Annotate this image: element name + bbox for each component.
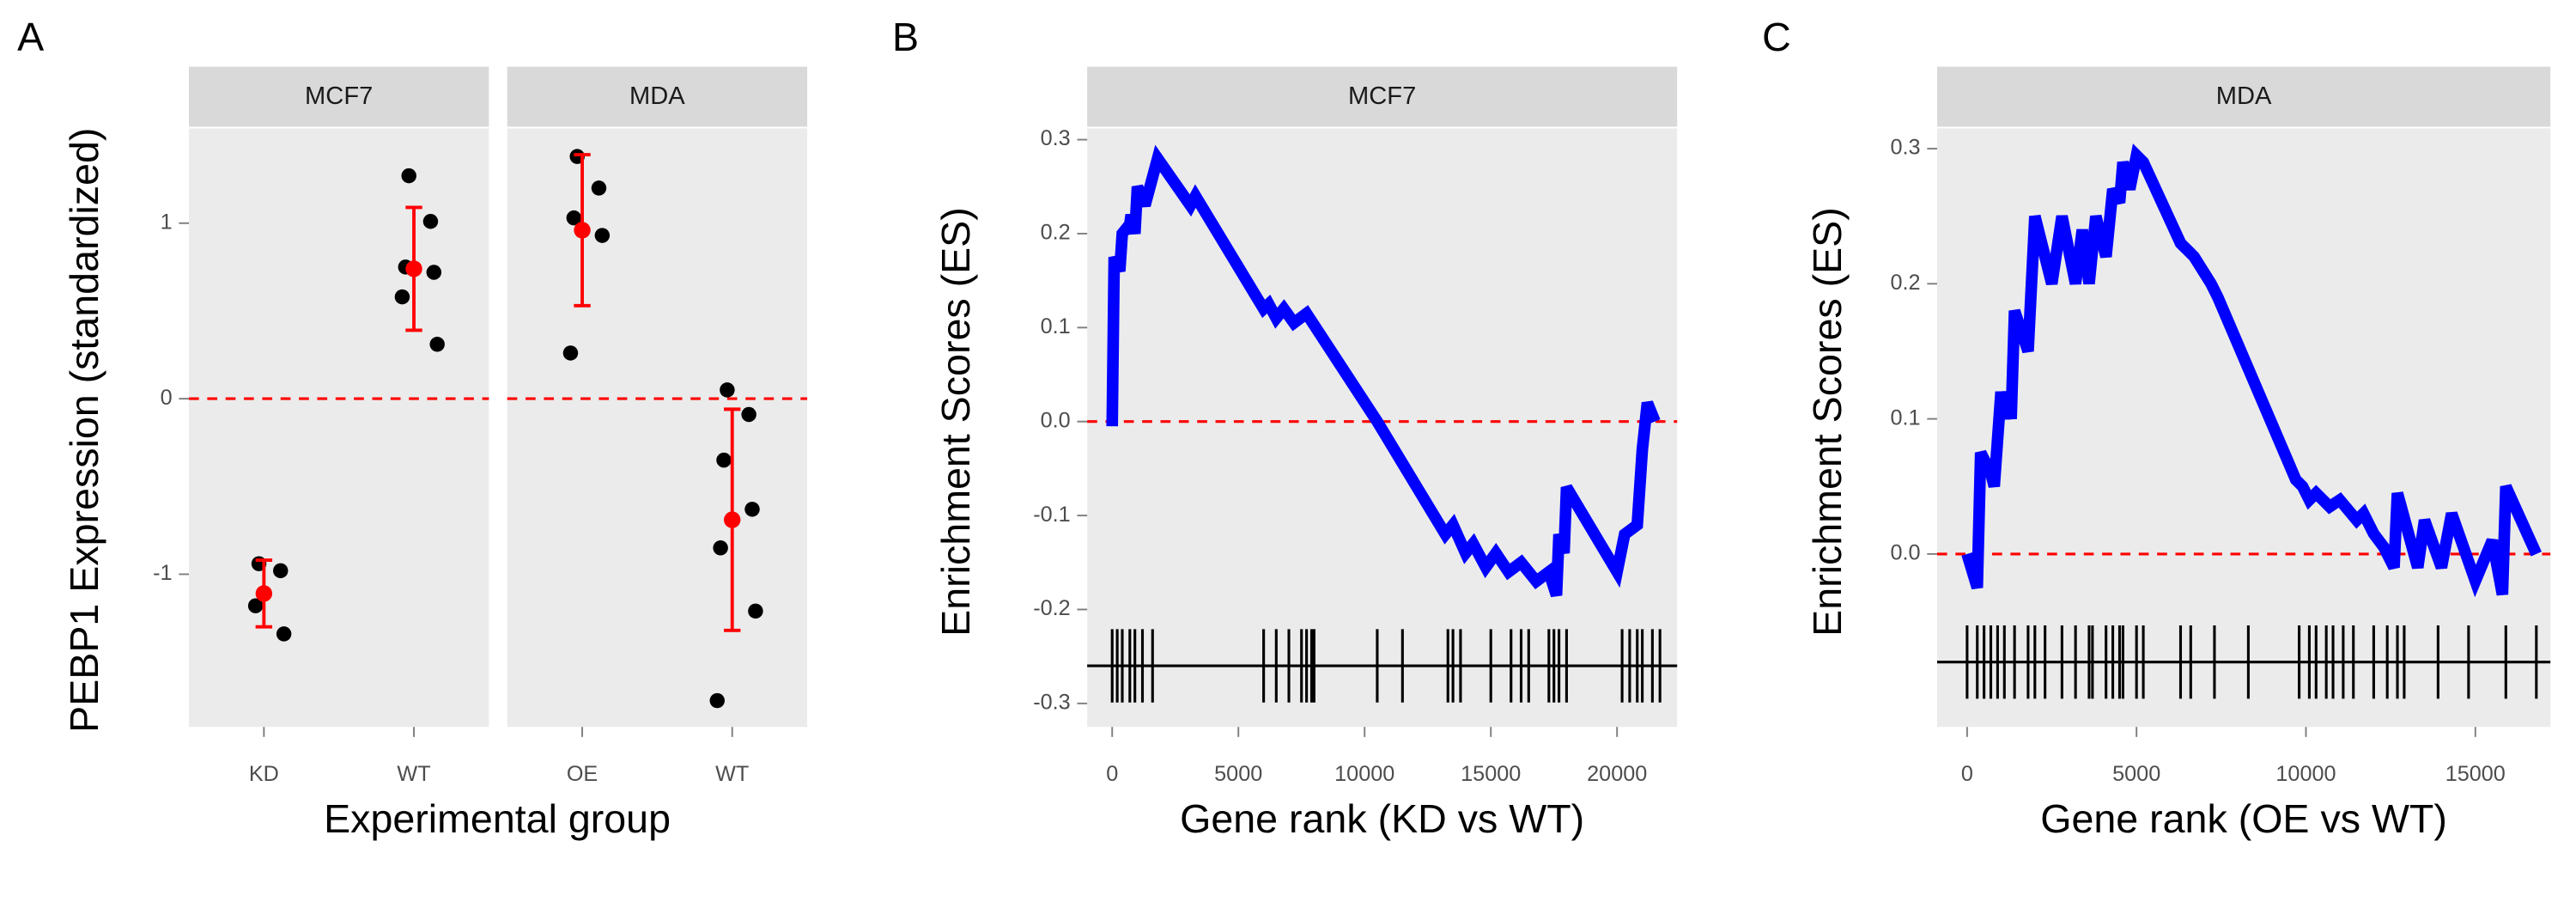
y-tick-label: 1 [161, 210, 173, 234]
x-tick-label: 15000 [1461, 762, 1521, 786]
data-point [748, 603, 763, 619]
data-point [276, 626, 292, 642]
enrichment-line [1961, 143, 2543, 598]
data-point [720, 382, 735, 398]
y-tick-label: 0.3 [1041, 126, 1071, 150]
mean-point [255, 585, 273, 602]
data-point [429, 337, 445, 352]
data-point [591, 180, 607, 196]
strip-title: MDA [629, 82, 685, 110]
x-tick-label: KD [249, 762, 279, 786]
mean-point [724, 511, 741, 528]
mean-point [405, 260, 422, 277]
y-tick-label: 0.1 [1890, 405, 1920, 430]
x-axis-title: Gene rank (OE vs WT) [2040, 796, 2447, 841]
y-tick-label: 0.1 [1041, 314, 1071, 338]
y-axis-title: PEBP1 Expression (standardized) [62, 128, 106, 733]
y-tick-label: -1 [153, 561, 172, 585]
strip-background [1087, 66, 1678, 127]
x-tick-label: 5000 [2112, 762, 2160, 786]
strip-title: MCF7 [1348, 82, 1416, 110]
data-point [713, 540, 728, 556]
data-point [566, 210, 582, 226]
y-axis-title: Enrichment Scores (ES) [1805, 207, 1850, 637]
x-tick-label: WT [397, 762, 430, 786]
panel-letter: B [892, 15, 919, 59]
enrichment-line [1106, 144, 1661, 598]
mean-point [574, 222, 591, 239]
panel-letter: C [1762, 15, 1791, 59]
data-point [273, 563, 289, 579]
panel-background [507, 128, 808, 728]
strip-background [189, 66, 489, 127]
strip-title: MDA [2216, 82, 2272, 110]
panel-background [189, 128, 489, 728]
data-point [716, 452, 732, 468]
y-tick-label: 0.2 [1890, 271, 1920, 295]
y-tick-label: -0.1 [1033, 503, 1070, 527]
data-point [594, 228, 611, 243]
data-point [426, 265, 442, 280]
strip-background [1936, 66, 2551, 127]
x-tick-label: 10000 [1334, 762, 1394, 786]
x-tick-label: WT [715, 762, 749, 786]
x-tick-label: OE [567, 762, 598, 786]
data-point [709, 692, 725, 709]
y-tick-label: 0.2 [1041, 221, 1071, 245]
y-tick-label: 0.0 [1890, 541, 1920, 565]
y-tick-label: 0.3 [1890, 136, 1920, 160]
panel-letter: A [17, 15, 44, 59]
data-point [562, 345, 579, 361]
x-tick-label: 5000 [1214, 762, 1262, 786]
x-axis-title: Gene rank (KD vs WT) [1180, 796, 1584, 841]
y-tick-label: 0 [161, 386, 173, 410]
data-point [394, 289, 410, 305]
x-tick-label: 0 [1961, 762, 1973, 786]
strip-title: MCF7 [305, 82, 373, 110]
x-axis-title: Experimental group [324, 796, 671, 841]
x-tick-label: 20000 [1587, 762, 1647, 786]
data-point [422, 214, 439, 229]
y-tick-label: -0.2 [1033, 596, 1070, 620]
data-point [247, 598, 264, 613]
data-point [401, 168, 416, 184]
y-axis-title: Enrichment Scores (ES) [933, 207, 978, 637]
y-tick-label: -0.3 [1033, 691, 1070, 715]
data-point [744, 502, 760, 517]
y-tick-label: 0.0 [1041, 408, 1071, 432]
x-tick-label: 0 [1106, 762, 1118, 786]
x-tick-label: 10000 [2275, 762, 2336, 786]
data-point [741, 406, 756, 423]
strip-background [507, 66, 808, 127]
x-tick-label: 15000 [2445, 762, 2506, 786]
